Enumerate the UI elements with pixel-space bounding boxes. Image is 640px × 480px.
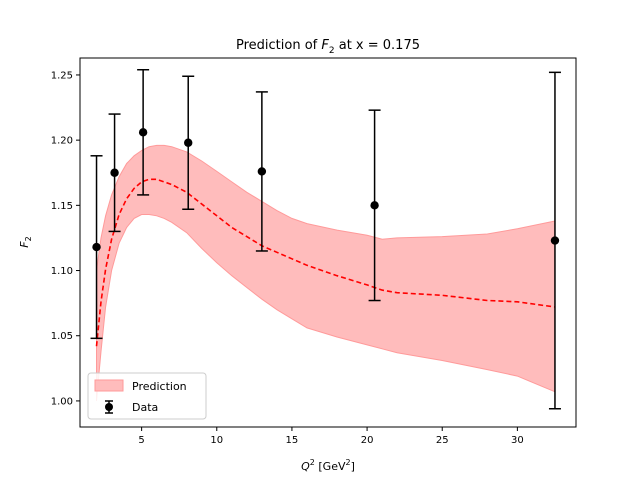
- y-tick-label: 1.05: [51, 331, 73, 342]
- data-marker: [370, 201, 379, 210]
- y-tick-label: 1.10: [51, 266, 73, 277]
- data-marker: [550, 236, 560, 245]
- data-point: [182, 75, 195, 211]
- x-tick-label: 10: [210, 435, 223, 446]
- y-tick-label: 1.20: [51, 136, 73, 147]
- legend-label-prediction: Prediction: [132, 380, 187, 393]
- legend-swatch-prediction: [94, 379, 124, 392]
- data-marker: [184, 138, 193, 147]
- legend-label-data: Data: [132, 401, 158, 414]
- data-point: [548, 71, 561, 410]
- data-marker: [110, 168, 119, 177]
- y-tick-label: 1.25: [51, 70, 73, 81]
- y-tick-label: 1.00: [51, 396, 73, 407]
- data-point: [90, 155, 103, 340]
- legend-swatch-data-marker: [105, 403, 113, 411]
- prediction-central-line: [95, 178, 556, 347]
- data-marker: [257, 167, 267, 176]
- plot-area: [90, 68, 561, 410]
- axis-ticks: 5 10 15 20 25 30 1.00 1.05 1.10 1.15 1.20 1.25: [51, 70, 524, 446]
- x-tick-label: 20: [361, 435, 374, 446]
- x-tick-label: 30: [511, 435, 524, 446]
- legend: Prediction Data: [87, 372, 207, 420]
- axes-frame: [79, 57, 577, 428]
- x-tick-label: 25: [436, 435, 449, 446]
- y-tick-label: 1.15: [51, 201, 73, 212]
- data-point: [108, 113, 121, 233]
- x-axis-label: Q2 [GeV2]: [301, 458, 355, 473]
- x-tick-label: 5: [138, 435, 144, 446]
- chart-title: Prediction of F2 at x = 0.175: [236, 38, 420, 56]
- data-point: [137, 68, 150, 196]
- y-axis-label: F2: [18, 236, 33, 247]
- x-tick-label: 15: [286, 435, 299, 446]
- data-marker: [138, 128, 148, 137]
- data-point: [255, 91, 268, 252]
- data-point: [368, 109, 381, 302]
- data-marker: [92, 242, 101, 252]
